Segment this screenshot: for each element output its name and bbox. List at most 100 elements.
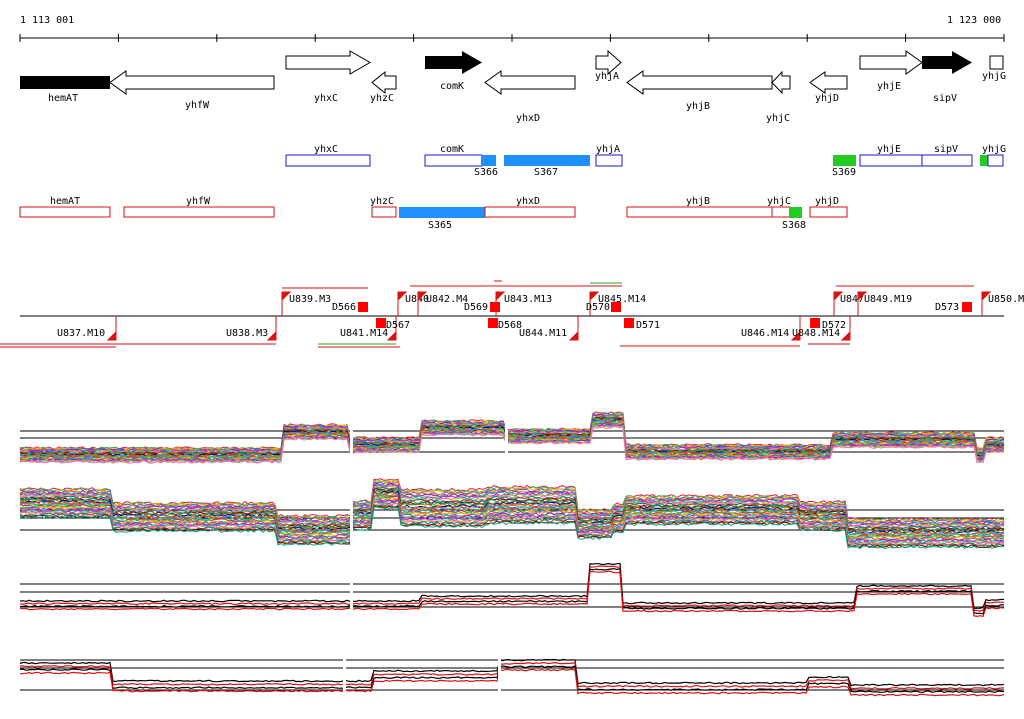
marker-D569[interactable]: D569 xyxy=(464,302,488,313)
gene-label-yhjB: yhjB xyxy=(686,101,710,112)
gene-yhxC[interactable] xyxy=(285,50,372,75)
ruler-end-label: 1 123 000 xyxy=(947,15,1001,26)
sense-box-yhxC[interactable] xyxy=(285,154,371,167)
sense-expression-profiles-line xyxy=(19,413,1005,452)
sense-label-sipV: sipV xyxy=(934,144,958,155)
segment-S369[interactable] xyxy=(833,155,856,166)
gene-label-yhjG: yhjG xyxy=(982,71,1006,82)
antisense-track: hemAT yhfW yhzC S365 yhxD yhjB yhjC S368… xyxy=(19,196,848,231)
gene-sipV[interactable] xyxy=(922,51,972,74)
antisense-summary-profile-line xyxy=(19,665,1005,694)
marker-D572[interactable]: D572 xyxy=(822,320,846,331)
gene-label-yhfW: yhfW xyxy=(185,100,210,111)
antisense-label-yhzC: yhzC xyxy=(370,196,394,207)
antisense-expression-profiles-line xyxy=(19,486,1005,530)
gene-yhjB[interactable] xyxy=(626,70,773,95)
sense-expression-profiles-line xyxy=(19,412,1005,452)
antisense-box-yhzC[interactable] xyxy=(371,206,397,218)
sense-box-yhjA[interactable] xyxy=(595,154,623,167)
marker-U841-M14[interactable]: U841.M14 xyxy=(340,328,388,339)
segment-S365[interactable] xyxy=(399,207,485,218)
marker-U843-M13[interactable]: U843.M13 xyxy=(504,294,552,305)
gene-yhfW[interactable] xyxy=(109,70,275,95)
antisense-summary-profile-line xyxy=(19,668,1005,697)
antisense-summary-profile-line xyxy=(19,661,1005,690)
marker-U846-M14[interactable]: U846.M14 xyxy=(741,328,789,339)
gene-hemAT[interactable] xyxy=(20,76,110,89)
gene-yhjG[interactable] xyxy=(989,55,1004,70)
sense-label-yhjE: yhjE xyxy=(877,144,901,155)
gene-yhxD[interactable] xyxy=(484,70,576,95)
marker-U842-M4[interactable]: U842.M4 xyxy=(426,294,468,305)
gene-label-yhjC: yhjC xyxy=(766,113,790,124)
sense-label-yhjA: yhjA xyxy=(596,144,620,155)
marker-U847[interactable]: U847 xyxy=(840,294,864,305)
antisense-box-yhjC[interactable] xyxy=(771,206,791,218)
marker-U840[interactable]: U840 xyxy=(405,294,429,305)
antisense-expression-profiles xyxy=(19,475,1005,550)
marker-D570[interactable]: D570 xyxy=(586,302,610,313)
antisense-box-yhjB[interactable] xyxy=(626,206,773,218)
sense-label-yhjG: yhjG xyxy=(982,144,1006,155)
segment-S368[interactable] xyxy=(789,207,802,218)
antisense-expression-profiles-line xyxy=(19,490,1005,534)
gene-yhjC[interactable] xyxy=(771,70,791,95)
antisense-expression-profiles-line xyxy=(19,498,1005,542)
antisense-expression-profiles-line xyxy=(19,505,1005,549)
sense-summary-profile-line xyxy=(19,565,1004,612)
antisense-expression-profiles-line xyxy=(19,506,1005,550)
segment-label-S366: S366 xyxy=(474,167,498,178)
antisense-box-yhxD[interactable] xyxy=(484,206,576,218)
gene-yhjD[interactable] xyxy=(809,71,848,94)
gene-label-sipV: sipV xyxy=(933,93,957,104)
gene-yhjA[interactable] xyxy=(595,49,622,76)
marker-U838-M3[interactable]: U838.M3 xyxy=(226,328,268,339)
marker-U845-M14[interactable]: U845.M14 xyxy=(598,294,646,305)
antisense-label-yhfW: yhfW xyxy=(186,196,211,207)
marker-D573[interactable]: D573 xyxy=(935,302,959,313)
gene-label-yhjE: yhjE xyxy=(877,81,901,92)
antisense-expression-profiles-line xyxy=(19,478,1005,522)
sense-expression-profiles xyxy=(19,405,1005,465)
antisense-summary-profile xyxy=(19,650,1005,705)
segment-label-S369: S369 xyxy=(832,167,856,178)
antisense-box-yhfW[interactable] xyxy=(123,206,275,218)
antisense-box-hemAT[interactable] xyxy=(19,206,111,218)
gene-yhjE[interactable] xyxy=(859,50,923,75)
gene-label-yhjA: yhjA xyxy=(595,71,619,82)
marker-U839-M3[interactable]: U839.M3 xyxy=(289,294,331,305)
marker-U844-M11[interactable]: U844.M11 xyxy=(519,328,567,339)
antisense-label-yhxD: yhxD xyxy=(516,196,540,207)
segment-label-S367: S367 xyxy=(534,167,558,178)
sense-expression-profiles-line xyxy=(19,424,1005,464)
marker-D571[interactable]: D571 xyxy=(636,320,660,331)
gene-track: hemAT yhfW yhxC yhzC comK yhxD yhjA yhjB… xyxy=(20,49,1006,124)
antisense-expression-profiles-line xyxy=(19,483,1005,527)
sense-label-yhxC: yhxC xyxy=(314,144,338,155)
gene-yhzC[interactable] xyxy=(371,70,397,95)
marker-U837-M10[interactable]: U837.M10 xyxy=(57,328,105,339)
sense-box-sipV[interactable] xyxy=(921,154,973,167)
segment-label-S365: S365 xyxy=(428,220,452,231)
segment-S366[interactable] xyxy=(481,155,496,166)
expression-profiles xyxy=(19,405,1005,705)
gene-label-yhzC: yhzC xyxy=(370,93,394,104)
marker-U849-M19[interactable]: U849.M19 xyxy=(864,294,912,305)
sense-box-yhjG[interactable] xyxy=(987,154,1004,167)
sense-box-comK[interactable] xyxy=(424,154,483,167)
marker-U850-M[interactable]: U850.M xyxy=(988,294,1024,305)
sense-box-yhjE[interactable] xyxy=(859,154,923,167)
marker-U848-M14[interactable]: U848.M14 xyxy=(792,328,840,339)
segment-S367[interactable] xyxy=(504,155,590,166)
antisense-summary-profile-line xyxy=(19,658,1005,687)
marker-D567[interactable]: D567 xyxy=(386,320,410,331)
sense-summary-profile-line xyxy=(19,567,1005,615)
gene-comK[interactable] xyxy=(425,51,482,74)
antisense-box-yhjD[interactable] xyxy=(809,206,848,218)
sense-expression-profiles-line xyxy=(19,425,1005,464)
marker-D566[interactable]: D566 xyxy=(332,302,356,313)
coordinate-ruler: 1 113 001 1 123 000 xyxy=(19,15,1005,42)
marker-D568[interactable]: D568 xyxy=(498,320,522,331)
gene-label-hemAT: hemAT xyxy=(48,93,78,104)
